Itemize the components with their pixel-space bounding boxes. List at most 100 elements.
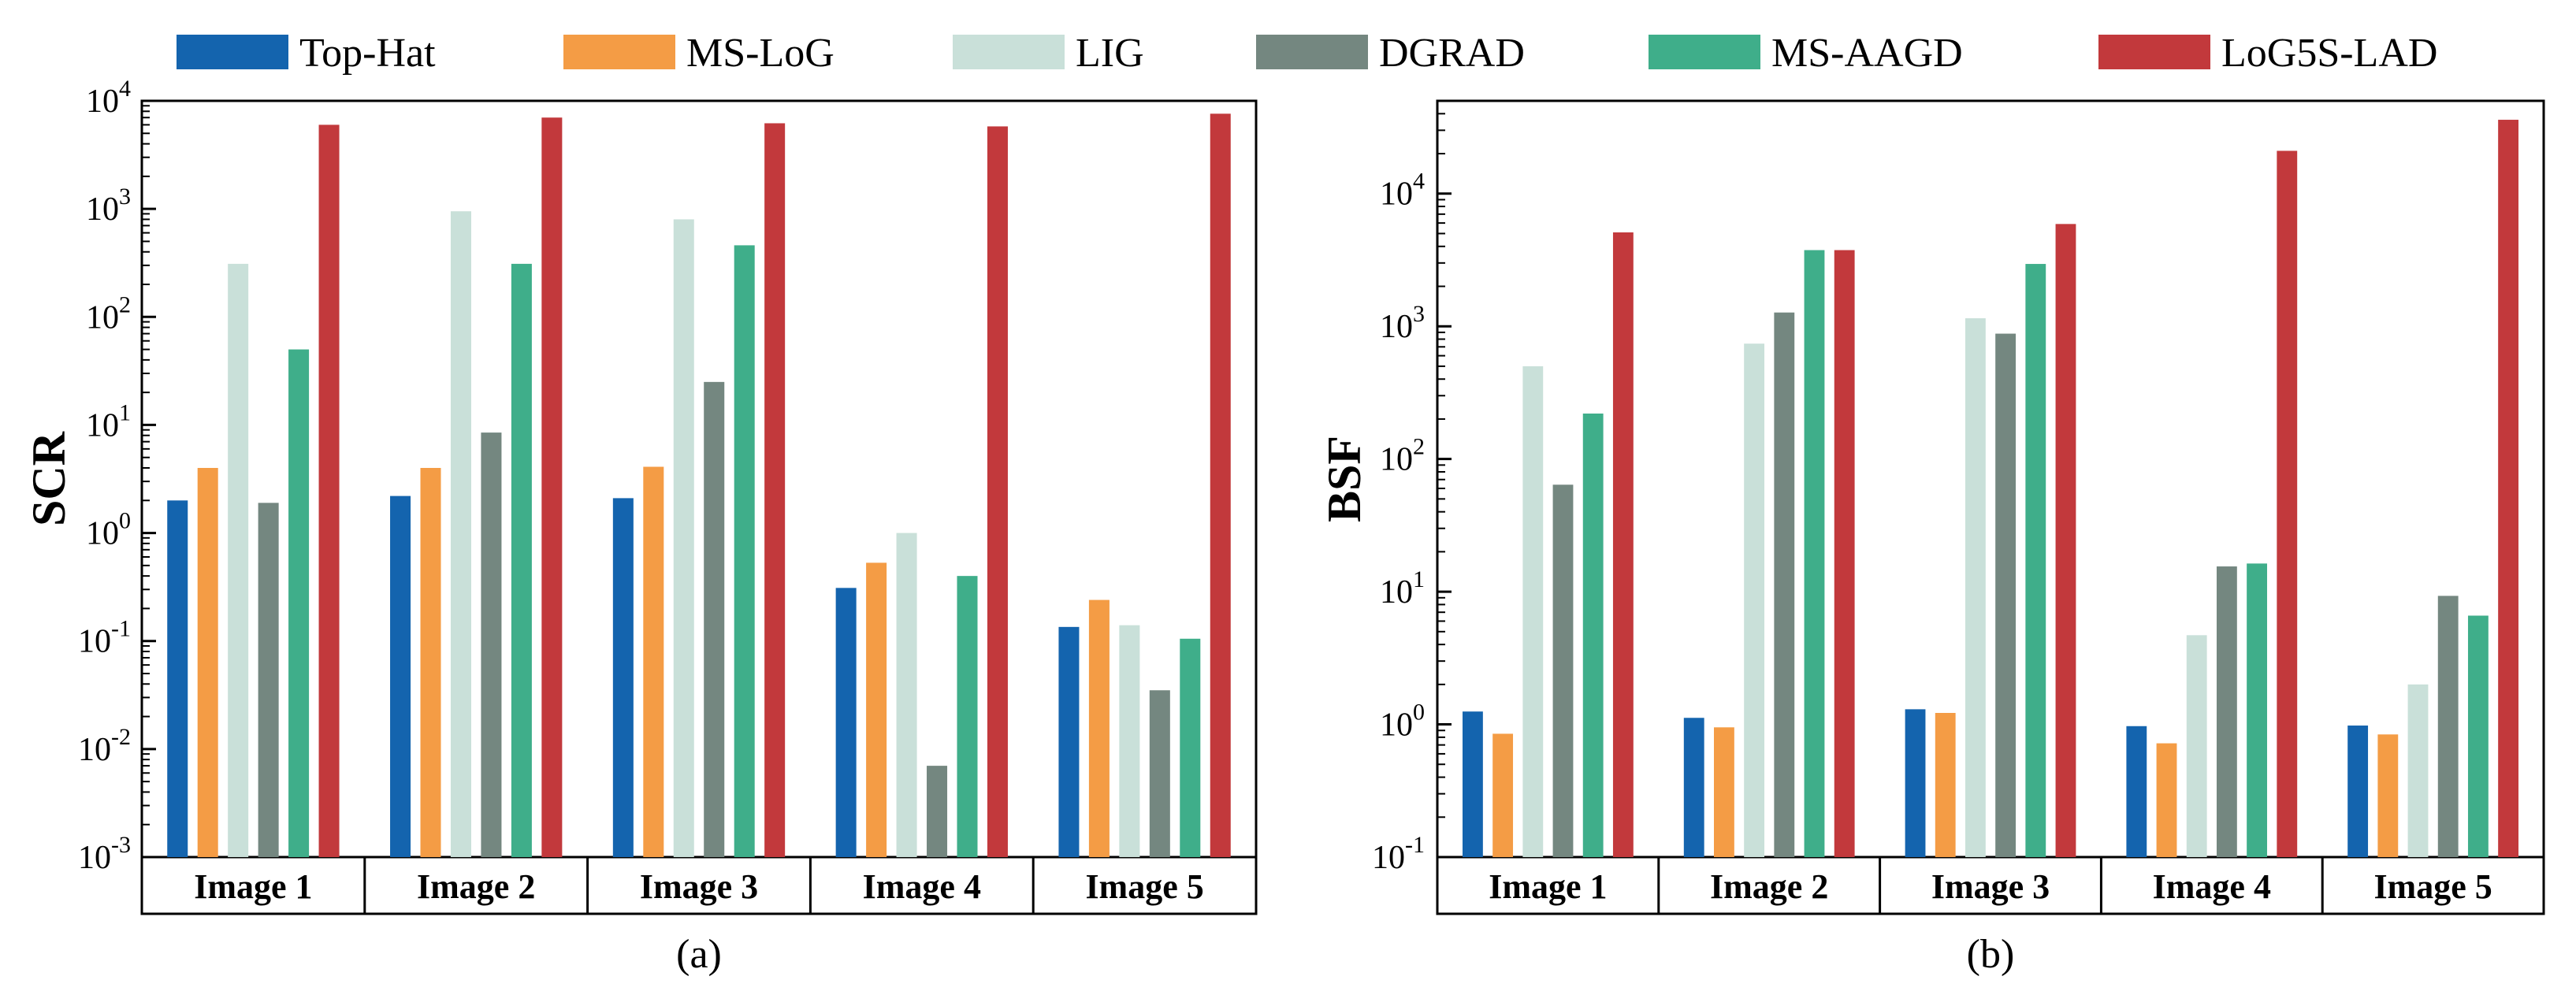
bar-lig-image-5 (2407, 684, 2429, 857)
bar-log5s-lad-image-3 (2055, 224, 2076, 857)
category-label-3: Image 3 (640, 867, 758, 906)
y-tick-label-6: 102 (86, 291, 131, 336)
bar-dgrad-image-2 (481, 432, 502, 857)
category-label-2: Image 2 (1710, 867, 1828, 906)
bar-top-hat-image-5 (1058, 626, 1080, 857)
bar-ms-aagd-image-2 (1804, 250, 1825, 857)
y-tick-base: 10 (1380, 707, 1413, 744)
y-tick-base: 10 (1380, 176, 1413, 213)
y-tick-label-7: 103 (86, 184, 131, 228)
y-tick-label-8: 104 (86, 76, 131, 120)
y-tick-base: 10 (78, 840, 111, 876)
y-tick-exponent: -1 (111, 616, 131, 642)
y-tick-exponent: 1 (119, 399, 131, 425)
bar-top-hat-image-1 (167, 500, 188, 857)
y-tick-exponent: -1 (1405, 832, 1425, 858)
y-tick-label-5: 101 (86, 399, 131, 444)
legend-label-1: Top-Hat (299, 31, 436, 76)
y-tick-exponent: 2 (1413, 434, 1425, 460)
bar-dgrad-image-3 (704, 381, 725, 857)
bar-top-hat-image-1 (1463, 711, 1483, 857)
y-tick-exponent: 0 (1413, 700, 1425, 726)
y-tick-base: 10 (86, 407, 119, 444)
y-tick-base: 10 (86, 299, 119, 336)
bar-ms-aagd-image-3 (734, 245, 755, 858)
y-tick-exponent: 0 (119, 508, 131, 534)
bar-dgrad-image-1 (1552, 484, 1574, 857)
legend-label-6: LoG5S-LAD (2221, 31, 2437, 76)
y-axis-label-2: BSF (1318, 436, 1370, 522)
bar-ms-aagd-image-1 (1582, 413, 1604, 857)
bar-dgrad-image-4 (2216, 566, 2237, 857)
bar-ms-log-image-2 (420, 468, 441, 857)
y-tick-base: 10 (1380, 442, 1413, 478)
bar-ms-log-image-5 (1088, 599, 1110, 857)
bar-ms-log-image-4 (2156, 743, 2177, 857)
bar-ms-aagd-image-2 (511, 263, 532, 858)
bar-lig-image-2 (1744, 343, 1765, 857)
y-tick-base: 10 (1372, 840, 1405, 876)
y-tick-exponent: -3 (111, 832, 131, 858)
bar-lig-image-1 (1522, 366, 1544, 858)
bar-lig-image-3 (673, 219, 694, 858)
y-tick-label-1: 10-3 (78, 832, 131, 876)
bar-log5s-lad-image-4 (987, 126, 1008, 858)
bar-log5s-lad-image-1 (1612, 232, 1634, 857)
bar-lig-image-3 (1965, 317, 1986, 858)
y-tick-exponent: 4 (1413, 169, 1425, 195)
y-tick-base: 10 (1380, 574, 1413, 611)
y-tick-exponent: -2 (111, 724, 131, 750)
y-tick-label-6: 104 (1380, 169, 1425, 213)
y-tick-exponent: 1 (1413, 566, 1425, 592)
legend-swatch-4 (1256, 35, 1368, 69)
legend-label-3: LIG (1076, 31, 1144, 76)
y-tick-exponent: 3 (1413, 301, 1425, 327)
bar-ms-aagd-image-5 (2467, 615, 2489, 857)
y-tick-exponent: 4 (119, 76, 131, 102)
category-label-1: Image 1 (1489, 867, 1607, 906)
legend-swatch-6 (2098, 35, 2210, 69)
bar-lig-image-4 (2186, 635, 2207, 857)
category-label-3: Image 3 (1931, 867, 2050, 906)
bar-ms-aagd-image-3 (2025, 264, 2046, 857)
y-tick-label-2: 10-2 (78, 724, 131, 768)
bar-ms-aagd-image-4 (2247, 563, 2267, 857)
bar-top-hat-image-3 (612, 498, 634, 857)
y-tick-base: 10 (86, 191, 119, 228)
bar-top-hat-image-2 (1683, 718, 1704, 857)
bar-dgrad-image-3 (1995, 333, 2017, 857)
bar-dgrad-image-5 (2437, 596, 2459, 857)
bar-ms-log-image-3 (643, 466, 664, 857)
category-label-5: Image 5 (1085, 867, 1203, 906)
legend-swatch-3 (953, 35, 1065, 69)
bar-log5s-lad-image-1 (318, 124, 340, 857)
bar-ms-log-image-4 (866, 562, 887, 857)
legend-label-4: DGRAD (1379, 31, 1525, 76)
category-row-2 (1436, 856, 2545, 915)
bar-dgrad-image-4 (927, 766, 948, 857)
category-label-1: Image 1 (194, 867, 312, 906)
bar-top-hat-image-5 (2347, 726, 2369, 857)
bar-top-hat-image-3 (1905, 709, 1926, 857)
category-label-4: Image 4 (2153, 867, 2271, 906)
panel-label-2: (b) (1967, 932, 2015, 977)
category-label-2: Image 2 (417, 867, 535, 906)
y-tick-base: 10 (1380, 309, 1413, 345)
bar-top-hat-image-4 (2126, 726, 2147, 857)
bar-ms-log-image-1 (197, 468, 218, 857)
bar-log5s-lad-image-5 (2498, 120, 2518, 858)
y-axis-label-1: SCR (23, 431, 75, 526)
y-tick-label-4: 102 (1380, 434, 1425, 478)
bar-ms-log-image-2 (1714, 727, 1734, 857)
bar-ms-aagd-image-5 (1180, 638, 1201, 857)
y-tick-exponent: 2 (119, 291, 131, 317)
y-tick-label-4: 100 (86, 508, 131, 552)
y-tick-exponent: 3 (119, 184, 131, 210)
bar-log5s-lad-image-3 (764, 123, 786, 858)
y-tick-label-2: 100 (1380, 700, 1425, 744)
legend-swatch-1 (177, 35, 288, 69)
bar-log5s-lad-image-5 (1210, 113, 1231, 857)
bar-ms-log-image-3 (1935, 713, 1956, 857)
bar-lig-image-1 (228, 263, 249, 858)
legend-label-5: MS-AAGD (1771, 31, 1963, 76)
